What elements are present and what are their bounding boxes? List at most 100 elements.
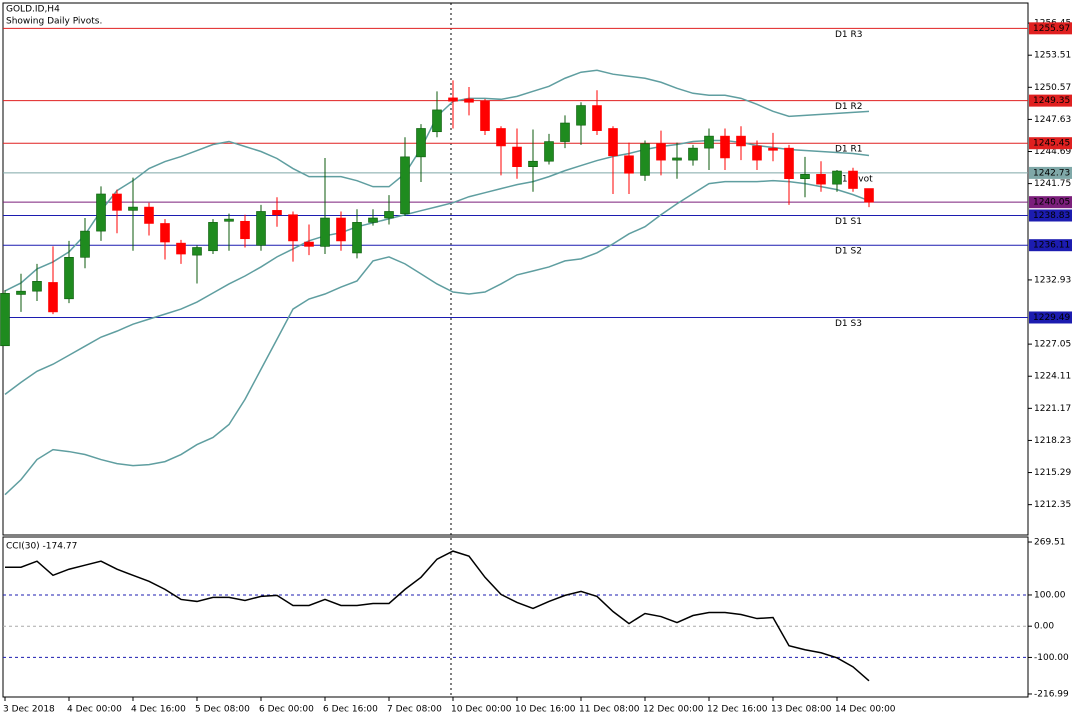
candle-body <box>576 105 586 126</box>
pivot-name: D1 R2 <box>835 102 863 112</box>
candle-body <box>560 122 570 142</box>
pivot-price: 1242.73 <box>1033 168 1070 178</box>
x-tick-label: 6 Dec 00:00 <box>259 705 314 715</box>
candle-body <box>288 214 298 242</box>
y-tick-label: 1227.05 <box>1034 340 1071 350</box>
candle-body <box>432 109 442 133</box>
x-tick-label: 10 Dec 00:00 <box>451 705 512 715</box>
candle-body <box>544 141 554 162</box>
y-tick-label: 1244.69 <box>1034 147 1071 157</box>
x-tick-label: 14 Dec 00:00 <box>835 705 896 715</box>
candle-body <box>0 293 10 347</box>
y-tick-label: 1224.11 <box>1034 372 1071 382</box>
candle-body <box>48 282 58 313</box>
pivot-name: D1 S1 <box>835 217 862 227</box>
candle-body <box>160 223 170 243</box>
pivot-price: 1236.11 <box>1033 241 1070 251</box>
candle-body <box>448 97 458 102</box>
candle-body <box>512 146 522 167</box>
candle-body <box>752 145 762 161</box>
chart-subtitle: Showing Daily Pivots. <box>6 17 102 27</box>
y-tick-label: 1232.93 <box>1034 275 1071 285</box>
bid-price-box <box>1029 196 1072 209</box>
candle-body <box>80 230 90 258</box>
pivot-price: 1245.45 <box>1033 139 1070 149</box>
candle-body <box>384 211 394 219</box>
candle-body <box>720 135 730 159</box>
pivot-price: 1238.83 <box>1033 211 1070 221</box>
candle-body <box>768 147 778 151</box>
y-tick-label: 1241.75 <box>1034 179 1071 189</box>
candle-body <box>400 156 410 214</box>
pivot-name: D1 S3 <box>835 319 862 329</box>
x-tick-label: 12 Dec 16:00 <box>707 705 768 715</box>
pivot-price-box <box>1029 166 1072 179</box>
x-tick-label: 7 Dec 08:00 <box>387 705 442 715</box>
cci-frame <box>2 536 1029 698</box>
candle-body <box>496 128 506 147</box>
main-frame <box>2 2 1029 536</box>
pivot-name: D1 S2 <box>835 247 862 257</box>
candle-body <box>640 143 650 176</box>
candle-body <box>704 135 714 149</box>
candle-body <box>592 105 602 131</box>
candle-body <box>816 174 826 185</box>
x-tick-label: 11 Dec 08:00 <box>579 705 640 715</box>
pivot-name: D1 R3 <box>835 30 863 40</box>
candle-body <box>800 174 810 179</box>
pivot-price-box <box>1029 209 1072 222</box>
band-line <box>4 179 870 496</box>
y-tick-label: 1221.17 <box>1034 404 1071 414</box>
candle-body <box>784 147 794 179</box>
x-tick-label: 4 Dec 16:00 <box>131 705 186 715</box>
y-tick-label: 1253.51 <box>1034 51 1071 61</box>
candle-body <box>272 210 282 216</box>
candle-body <box>96 193 106 232</box>
pivot-price-box <box>1029 311 1072 324</box>
candle-body <box>416 128 426 158</box>
candle-body <box>128 206 138 211</box>
candle-body <box>848 170 858 189</box>
candle-body <box>32 281 42 292</box>
candle-body <box>176 242 186 255</box>
candle-body <box>736 135 746 147</box>
cci-title: CCI(30) -174.77 <box>6 542 77 552</box>
candle-body <box>480 100 490 131</box>
x-tick-label: 4 Dec 00:00 <box>67 705 122 715</box>
chart-title: GOLD.ID,H4 <box>6 5 60 15</box>
candle-body <box>528 160 538 167</box>
candle-body <box>832 170 842 185</box>
y-tick-label: 1247.63 <box>1034 115 1071 125</box>
candle-body <box>688 147 698 161</box>
candle-body <box>368 217 378 223</box>
candle-body <box>240 220 250 240</box>
cci-line <box>5 550 870 682</box>
pivot-price: 1229.49 <box>1033 313 1070 323</box>
y-tick-label: 1218.23 <box>1034 436 1071 446</box>
pivot-price-box <box>1029 22 1072 35</box>
candle-body <box>624 155 634 174</box>
bid-price: 1240.05 <box>1033 198 1070 208</box>
y-tick-label: 1212.35 <box>1034 500 1071 510</box>
candle-body <box>208 222 218 252</box>
candle-body <box>352 222 362 254</box>
pivot-price: 1255.97 <box>1033 24 1070 34</box>
y-tick-label: 0.00 <box>1034 622 1054 632</box>
candle-body <box>256 211 266 246</box>
candle-body <box>112 193 122 211</box>
candle-body <box>192 247 202 256</box>
candle-body <box>464 98 474 103</box>
y-tick-label: 100.00 <box>1034 590 1066 600</box>
candle-body <box>608 128 618 157</box>
candle-body <box>320 217 330 247</box>
x-tick-label: 3 Dec 2018 <box>3 705 55 715</box>
candle-body <box>16 290 26 295</box>
x-tick-label: 5 Dec 08:00 <box>195 705 250 715</box>
candle-body <box>144 206 154 224</box>
y-tick-label: -100.00 <box>1034 653 1069 663</box>
candle-body <box>656 143 666 161</box>
pivot-price-box <box>1029 94 1072 107</box>
y-tick-label: 269.51 <box>1034 538 1066 548</box>
pivot-price-box <box>1029 137 1072 150</box>
y-tick-label: -216.99 <box>1034 689 1069 699</box>
